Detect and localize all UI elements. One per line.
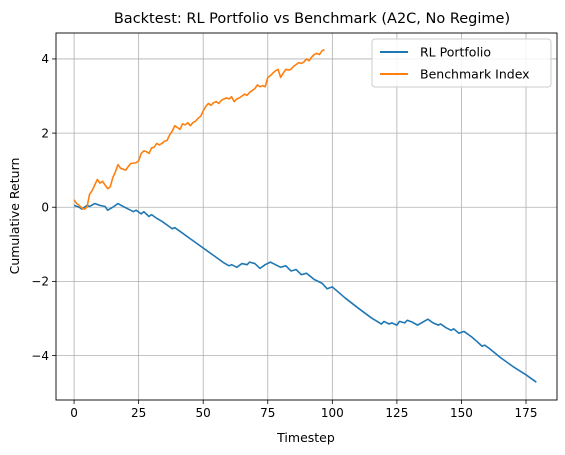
x-tick-label: 75 <box>260 406 275 420</box>
x-tick-label: 150 <box>450 406 473 420</box>
chart-title: Backtest: RL Portfolio vs Benchmark (A2C… <box>114 11 510 27</box>
x-axis-label: Timestep <box>276 430 335 445</box>
x-tick-label: 25 <box>131 406 146 420</box>
y-tick-label: −2 <box>31 275 49 289</box>
y-tick-label: 0 <box>41 201 49 215</box>
y-tick-label: 4 <box>41 52 49 66</box>
x-tick-label: 100 <box>321 406 344 420</box>
plot-frame <box>55 32 558 401</box>
x-tick-label: 125 <box>385 406 408 420</box>
x-tick-label: 175 <box>515 406 538 420</box>
y-axis-label: Cumulative Return <box>7 158 22 275</box>
x-tick-label: 0 <box>70 406 78 420</box>
series-layer <box>73 48 537 383</box>
series-line-benchmark-index <box>73 48 325 210</box>
legend: RL Portfolio Benchmark Index <box>371 38 552 88</box>
y-tick-label: 2 <box>41 126 49 140</box>
legend-label-rl-portfolio: RL Portfolio <box>420 45 491 60</box>
tick-layer: 0 25 50 75 100 125 150 175 −4 −2 0 2 4 <box>31 52 537 420</box>
y-tick-label: −4 <box>31 349 49 363</box>
legend-label-benchmark-index: Benchmark Index <box>420 67 530 82</box>
x-tick-label: 50 <box>196 406 211 420</box>
series-line-rl-portfolio <box>73 202 537 383</box>
legend-box <box>371 38 552 88</box>
